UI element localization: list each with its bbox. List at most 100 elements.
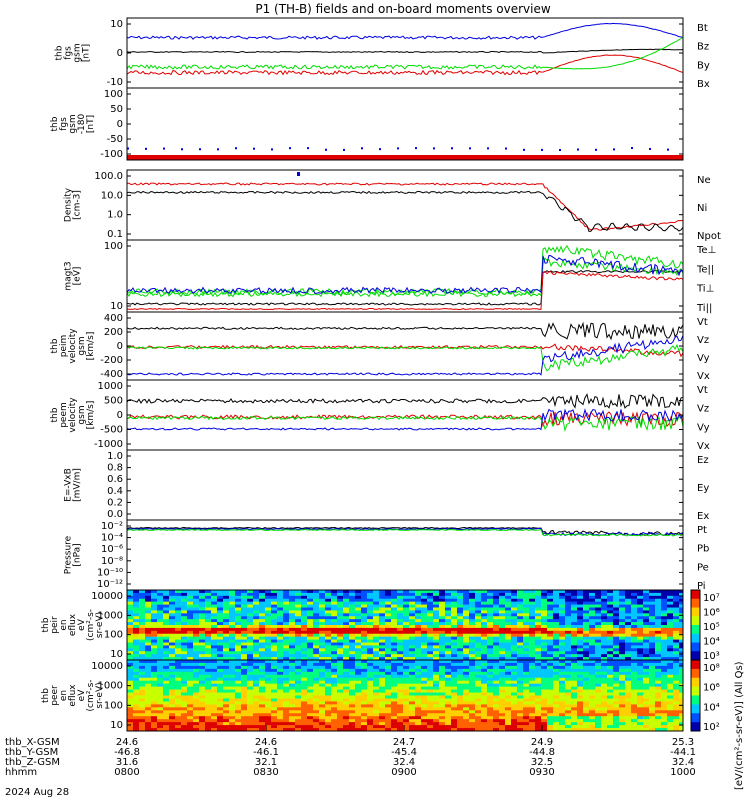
spectrogram-cell	[535, 633, 542, 637]
spectrogram-cell	[535, 604, 542, 608]
spectrogram-cell	[409, 677, 416, 682]
spectrogram-cell	[193, 627, 200, 632]
spectrogram-cell	[457, 677, 464, 682]
spectrogram-cell	[487, 642, 494, 646]
spectrogram-cell	[331, 607, 338, 611]
spectrogram-cell	[259, 633, 266, 637]
spectrogram-cell	[127, 660, 134, 664]
spectrogram-cell	[649, 636, 656, 640]
spectrogram-cell	[385, 677, 392, 682]
y-tick-label: 10	[110, 301, 123, 312]
spectrogram-cell	[181, 610, 188, 614]
spectrogram-cell	[151, 662, 158, 667]
spectrogram-cell	[163, 701, 170, 705]
spectrogram-cell	[157, 710, 164, 714]
spectrogram-cell	[157, 619, 164, 623]
spectrogram-cell	[163, 686, 170, 690]
spectrogram-cell	[565, 713, 572, 717]
spectrogram-cell	[373, 613, 380, 617]
colorbar-segment	[691, 660, 700, 670]
spectrogram-cell	[271, 625, 278, 629]
spectrogram-cell	[631, 642, 638, 646]
spectrogram-cell	[613, 713, 620, 717]
spectrogram-cell	[457, 680, 464, 684]
spectrogram-cell	[667, 590, 674, 594]
y-tick-label: 0	[117, 48, 123, 59]
spectrogram-cell	[235, 645, 242, 649]
spectrogram-cell	[613, 630, 620, 635]
spectrogram-cell	[319, 689, 326, 693]
spectrogram-cell	[463, 616, 470, 620]
spectrogram-cell	[457, 651, 464, 655]
spectrogram-cell	[619, 719, 626, 723]
series-By	[127, 36, 683, 70]
spectrogram-cell	[337, 725, 344, 729]
spectrogram-cell	[217, 662, 224, 667]
spectrogram-cell	[505, 674, 512, 679]
spectrogram-cell	[607, 719, 614, 723]
spectrogram-cell	[517, 665, 524, 670]
spectrogram-cell	[259, 639, 266, 643]
spectrogram-cell	[235, 701, 242, 705]
y-tick-label: -400	[100, 369, 123, 380]
spectrogram-cell	[547, 601, 554, 605]
spectrogram-cell	[673, 725, 680, 729]
spectrogram-cell	[169, 657, 176, 660]
spectrogram-cell	[553, 590, 560, 594]
spectrogram-cell	[127, 622, 134, 626]
spectrogram-cell	[349, 657, 356, 660]
spectrogram-cell	[361, 728, 368, 731]
spectrogram-cell	[223, 616, 230, 620]
spectrogram-cell	[355, 619, 362, 623]
spectrogram-cell	[535, 613, 542, 617]
spectrogram-cell	[649, 719, 656, 723]
spectrogram-cell	[475, 610, 482, 614]
spectrogram-cell	[277, 677, 284, 682]
spectrogram-cell	[169, 639, 176, 643]
spectrogram-cell	[595, 639, 602, 643]
spectrogram-cell	[493, 671, 500, 676]
spectrogram-cell	[577, 668, 584, 673]
spectrogram-cell	[541, 627, 548, 632]
spectrogram-cell	[361, 633, 368, 637]
spectrogram-cell	[571, 716, 578, 720]
spectrogram-cell	[289, 713, 296, 717]
spectrogram-cell	[181, 648, 188, 652]
spectrogram-cell	[349, 719, 356, 723]
spectrogram-cell	[127, 707, 134, 711]
spectrogram-cell	[619, 671, 626, 676]
spectrogram-cell	[631, 619, 638, 623]
spectrogram-cell	[565, 683, 572, 687]
spectrogram-cell	[391, 665, 398, 670]
spectrogram-cell	[247, 683, 254, 687]
spectrogram-cell	[577, 707, 584, 711]
spectrogram-cell	[655, 701, 662, 705]
spectrogram-cell	[223, 639, 230, 643]
spectrogram-cell	[631, 683, 638, 687]
spectrogram-cell	[613, 598, 620, 602]
spectrogram-cell	[589, 725, 596, 729]
spectrogram-cell	[649, 616, 656, 620]
spectrogram-cell	[175, 683, 182, 687]
spectrogram-cell	[283, 713, 290, 717]
spectrogram-cell	[241, 686, 248, 690]
spectrogram-cell	[217, 619, 224, 623]
spectrogram-cell	[379, 648, 386, 652]
spectrogram-cell	[229, 610, 236, 614]
spectrogram-cell	[571, 590, 578, 594]
spectrogram-cell	[343, 648, 350, 652]
spectrogram-cell	[445, 648, 452, 652]
spectrogram-cell	[655, 604, 662, 608]
spectrogram-cell	[535, 592, 542, 597]
spectrogram-cell	[469, 719, 476, 723]
spectrogram-cell	[283, 616, 290, 620]
spectrogram-cell	[145, 713, 152, 717]
spectrogram-cell	[469, 622, 476, 626]
spectrogram-cell	[127, 648, 134, 652]
spectrogram-cell	[145, 645, 152, 649]
spectrogram-cell	[469, 662, 476, 667]
spectrogram-cell	[223, 677, 230, 682]
spectrogram-cell	[151, 677, 158, 682]
spectrogram-cell	[253, 704, 260, 708]
